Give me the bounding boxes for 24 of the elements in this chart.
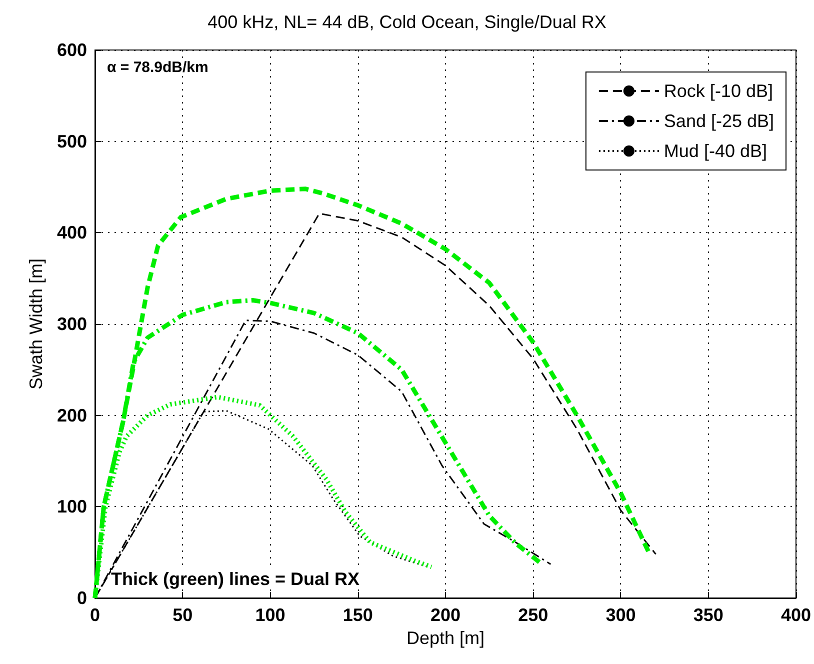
y-tick-label: 300 <box>56 314 87 334</box>
legend-label: Mud [-40 dB] <box>664 141 767 161</box>
x-tick-label: 250 <box>518 605 548 625</box>
x-tick-label: 350 <box>693 605 724 625</box>
y-tick-label: 600 <box>56 40 87 60</box>
y-tick-label: 400 <box>56 222 87 243</box>
y-tick-label: 0 <box>76 588 87 608</box>
y-tick-label: 500 <box>56 131 87 152</box>
x-tick-label: 100 <box>255 605 286 625</box>
legend-label: Sand [-25 dB] <box>664 111 774 131</box>
y-tick-label: 100 <box>56 496 87 517</box>
x-tick-label: 200 <box>430 605 461 625</box>
x-axis-title: Depth [m] <box>406 628 485 648</box>
x-tick-label: 50 <box>172 605 193 625</box>
y-axis-title: Swath Width [m] <box>26 258 46 390</box>
legend-label: Rock [-10 dB] <box>664 81 773 101</box>
x-tick-label: 0 <box>90 605 100 625</box>
x-tick-label: 300 <box>606 605 636 625</box>
annotation: Thick (green) lines = Dual RX <box>111 569 360 589</box>
chart-title: 400 kHz, NL= 44 dB, Cold Ocean, Single/Dual RX <box>208 12 606 32</box>
y-tick-label: 200 <box>56 405 87 426</box>
x-tick-label: 400 <box>780 605 812 625</box>
x-tick-label: 150 <box>342 605 373 625</box>
annotation: α = 78.9dB/km <box>107 59 208 76</box>
